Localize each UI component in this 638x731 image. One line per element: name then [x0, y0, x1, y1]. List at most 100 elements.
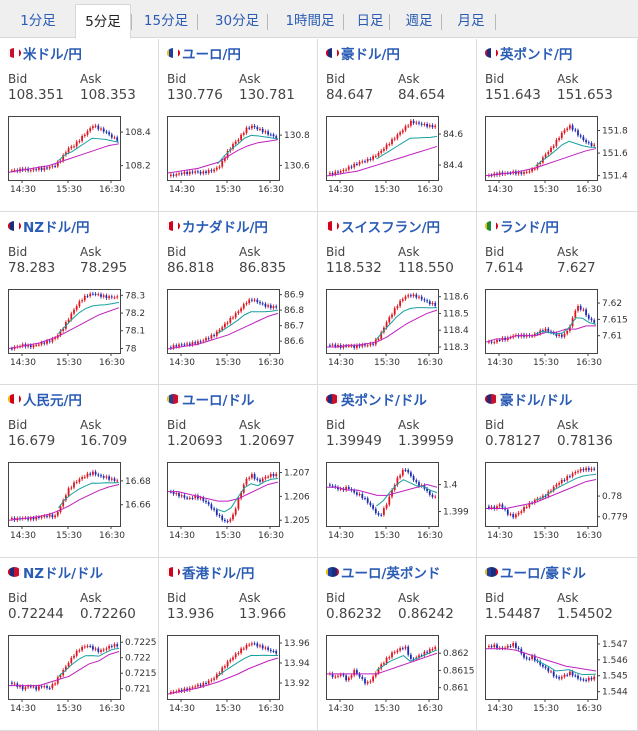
candle-body — [56, 161, 59, 167]
candle-body — [83, 646, 86, 648]
candle-body — [558, 677, 560, 679]
candle-body — [544, 328, 547, 332]
candle-body — [232, 144, 234, 149]
candle-body — [420, 296, 423, 300]
currency-pair-link[interactable]: 豪ドル/円 — [326, 44, 400, 63]
candle-body — [574, 675, 577, 677]
candle-body — [248, 644, 251, 646]
tab-4[interactable]: 30分足 — [214, 13, 260, 29]
candle-body — [434, 647, 437, 649]
tab-1[interactable]: 1分足 — [20, 13, 56, 29]
currency-pair-link[interactable]: ランド/円 — [485, 217, 559, 236]
candle-body — [213, 508, 215, 510]
candle-body — [116, 296, 119, 298]
candle-body — [412, 120, 415, 124]
candle-body — [89, 293, 92, 297]
candle-body — [272, 474, 275, 477]
candle-body — [520, 172, 523, 174]
candle-body — [331, 673, 334, 678]
candle-body — [404, 469, 407, 471]
currency-pair-link[interactable]: 人民元/円 — [8, 390, 82, 409]
y-tick-label: 118.6 — [443, 293, 469, 303]
candle-body — [490, 646, 493, 648]
candle-body — [571, 125, 574, 130]
candle-body — [194, 495, 197, 499]
candle-body — [415, 294, 418, 298]
ask-value: 1.54502 — [557, 606, 613, 622]
currency-pair-link[interactable]: 米ドル/円 — [8, 44, 82, 63]
currency-pair-link[interactable]: 英ポンド/円 — [485, 44, 572, 63]
candle-body — [585, 679, 587, 681]
tab-6[interactable]: 日足 — [356, 13, 384, 29]
y-tick-label: 118.4 — [443, 326, 469, 336]
candle-body — [202, 340, 205, 342]
rate-panel: 香港ドル/円 Bid 13.936 Ask 13.966 13.96 13.94 13.92 1… — [159, 558, 318, 731]
candle-body — [35, 169, 38, 171]
candle-body — [334, 171, 337, 175]
candle-body — [345, 675, 347, 681]
candle-body — [172, 691, 175, 693]
candle-body — [558, 334, 560, 337]
candle-body — [372, 505, 374, 509]
candle-body — [428, 649, 431, 653]
currency-pair-link[interactable]: スイスフラン/円 — [326, 217, 440, 236]
currency-pair-link[interactable]: カナダドル/円 — [167, 217, 268, 236]
mini-candlestick-chart: 78.3 78.2 78.1 78 14:30 15:30 16:30 — [8, 289, 154, 368]
x-tick-label: 14:30 — [169, 358, 195, 368]
candle-body — [563, 479, 566, 481]
candle-body — [221, 327, 224, 330]
ask-label: Ask — [398, 72, 420, 86]
tab-3[interactable]: 15分足 — [143, 13, 189, 29]
currency-pair-link[interactable]: ユーロ/ドル — [167, 390, 254, 409]
candle-body — [275, 473, 278, 477]
currency-pair-link[interactable]: 豪ドル/ドル — [485, 390, 572, 409]
y-tick-label: 0.8615 — [443, 666, 475, 676]
candle-body — [253, 643, 256, 645]
candle-body — [237, 311, 240, 314]
currency-pair-link[interactable]: NZドル/ドル — [8, 563, 103, 582]
candle-body — [210, 335, 213, 339]
candle-body — [59, 675, 62, 678]
candle-body — [11, 682, 13, 684]
currency-pair-link[interactable]: ユーロ/英ポンド — [326, 563, 440, 582]
candle-body — [525, 506, 528, 508]
tab-5[interactable]: 1時間足 — [285, 13, 335, 29]
candle-body — [555, 484, 558, 487]
currency-pair-link[interactable]: ユーロ/豪ドル — [485, 563, 586, 582]
currency-pair-link[interactable]: NZドル/円 — [8, 217, 90, 236]
candle-body — [566, 128, 569, 131]
candle-body — [108, 646, 110, 649]
candle-body — [544, 495, 547, 497]
chart-svg: 0.7225 0.722 0.7215 0.721 14:30 15:30 16:30 — [8, 635, 157, 714]
short-average-line — [217, 654, 279, 677]
bid-value: 0.78127 — [485, 433, 541, 449]
x-tick-label: 16:30 — [576, 358, 602, 368]
candle-body — [593, 320, 596, 323]
chart-svg: 130.8 130.6 14:30 15:30 16:30 — [167, 116, 310, 195]
currency-flag-icon — [485, 221, 498, 231]
currency-pair-label: 米ドル/円 — [23, 47, 82, 63]
tab-2[interactable]: 5分足 — [75, 4, 131, 39]
currency-pair-link[interactable]: ユーロ/円 — [167, 44, 241, 63]
tab-7[interactable]: 週足 — [405, 13, 433, 29]
moving-average-line — [167, 657, 279, 695]
candle-body — [194, 342, 197, 344]
candle-body — [32, 169, 35, 171]
candle-body — [48, 687, 51, 689]
candle-body — [391, 652, 393, 658]
x-tick-label: 16:30 — [417, 531, 443, 541]
currency-pair-link[interactable]: 英ポンド/ドル — [326, 390, 427, 409]
candle-body — [331, 344, 334, 346]
currency-pair-link[interactable]: 香港ドル/円 — [167, 563, 254, 582]
bid-label: Bid — [8, 591, 28, 605]
candle-body — [493, 342, 496, 344]
tab-8[interactable]: 月足 — [457, 13, 485, 29]
x-tick-label: 16:30 — [576, 185, 602, 195]
candle-body — [92, 471, 94, 475]
ask-label: Ask — [80, 245, 102, 259]
candle-body — [410, 472, 412, 477]
currency-flag-icon — [326, 394, 339, 404]
short-average-line — [535, 473, 597, 501]
candle-body — [215, 331, 218, 336]
candle-body — [525, 171, 528, 173]
